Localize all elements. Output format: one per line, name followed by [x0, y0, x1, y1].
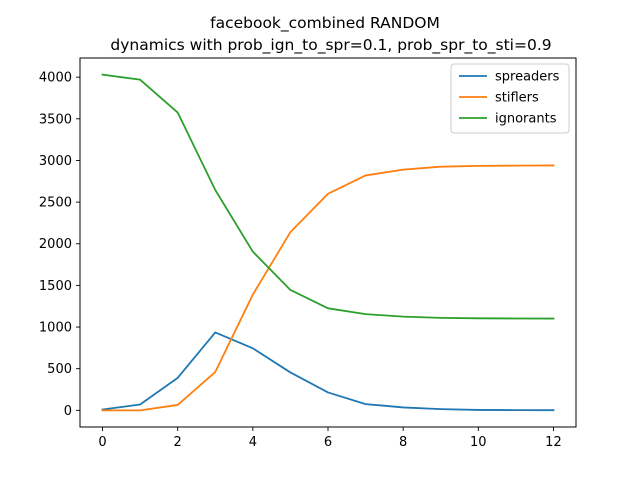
x-tick-label: 2	[174, 435, 182, 450]
chart-subtitle: dynamics with prob_ign_to_spr=0.1, prob_…	[110, 36, 551, 55]
y-tick-label: 1500	[39, 279, 72, 294]
y-tick-label: 1000	[39, 321, 72, 336]
x-tick-label: 0	[98, 435, 106, 450]
legend-label-ignorants: ignorants	[495, 112, 557, 127]
axes-frame	[79, 57, 577, 428]
y-tick-label: 500	[47, 362, 72, 377]
legend-box	[450, 63, 570, 134]
x-tick-label: 4	[249, 435, 257, 450]
y-tick-label: 0	[64, 404, 72, 419]
legend-label-stiflers: stiflers	[495, 91, 539, 106]
x-tick-label: 10	[470, 435, 487, 450]
legend: spreaders stiflers ignorants	[450, 63, 570, 134]
y-tick-label: 3500	[39, 112, 72, 127]
chart-title: facebook_combined RANDOM	[210, 14, 440, 33]
x-tick-label: 12	[545, 435, 562, 450]
y-tick-label: 3000	[39, 154, 72, 169]
y-tick-label: 4000	[39, 71, 72, 86]
y-tick-label: 2500	[39, 196, 72, 211]
x-tick-label: 8	[399, 435, 407, 450]
y-tick-label: 2000	[39, 237, 72, 252]
series-line-ignorants	[101, 73, 555, 320]
legend-label-spreaders: spreaders	[495, 70, 560, 85]
series-line-spreaders	[101, 331, 555, 412]
series-line-stiflers	[101, 164, 555, 412]
x-tick-label: 6	[324, 435, 332, 450]
plot-area: 0 2 4 6 8 10 12 0 500 1000 1500 2000 2500 3000 3500 400…	[39, 71, 562, 450]
